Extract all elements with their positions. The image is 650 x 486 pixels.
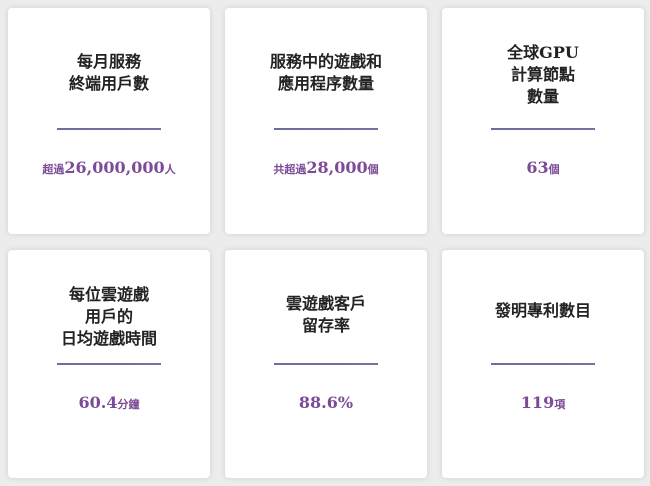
divider [491,363,595,365]
stat-value: 88.6% [225,393,427,412]
stat-card: 雲遊戲客戶留存率 88.6% [225,250,427,478]
stat-title-line: 終端用戶數 [68,74,149,93]
stat-suffix: 個 [548,163,560,176]
stat-title-line: 雲遊戲客戶 [285,294,366,313]
stat-title: 全球GPU 計算節點數量 [442,42,644,108]
stat-value: 超過26,000,000人 [8,158,210,177]
stat-title-line: 應用程序數量 [277,74,374,93]
stat-suffix: 個 [367,163,379,176]
divider [274,363,378,365]
stat-title: 每位雲遊戲用戶的日均遊戲時間 [8,284,210,350]
stat-card: 每位雲遊戲用戶的日均遊戲時間 60.4分鐘 [8,250,210,478]
stat-title-line: 每位雲遊戲 [68,285,149,304]
divider [274,128,378,130]
stat-title-line: 服務中的遊戲和 [269,52,382,71]
stat-suffix: 分鐘 [117,398,140,411]
stat-title-line: 計算節點 [510,65,575,84]
stat-number: 28,000 [306,158,368,177]
stat-card: 每月服務終端用戶數超過26,000,000人 [8,8,210,234]
stat-number: 60.4 [78,393,118,412]
stat-suffix: 人 [164,163,176,176]
stat-card: 發明專利數目 119項 [442,250,644,478]
stat-prefix: 超過 [42,163,65,176]
stat-title-line: 全球GPU [507,43,579,62]
stat-title: 發明專利數目 [442,300,644,322]
divider [57,363,161,365]
stat-value: 119項 [442,393,644,412]
stat-number: 26,000,000 [64,158,165,177]
divider [57,128,161,130]
stat-title-line: 日均遊戲時間 [60,329,157,348]
stat-value: 63個 [442,158,644,177]
stat-title-line: 留存率 [301,316,350,335]
stat-value: 60.4分鐘 [8,393,210,412]
stat-value: 共超過28,000個 [225,158,427,177]
stat-suffix: 項 [554,398,566,411]
stat-title-line: 數量 [526,87,559,106]
stat-card: 服務中的遊戲和 應用程序數量共超過28,000個 [225,8,427,234]
stat-prefix: 共超過 [273,163,307,176]
stat-title: 雲遊戲客戶 留存率 [225,293,427,337]
divider [491,128,595,130]
stat-number: 63 [526,158,549,177]
stat-title: 每月服務 終端用戶數 [8,51,210,95]
stat-title-line: 每月服務 [76,52,141,71]
stat-title-line: 用戶的 [84,307,133,326]
stat-number: 119 [520,393,555,412]
stat-number: 88.6% [298,393,354,412]
stat-card: 全球GPU 計算節點數量 63個 [442,8,644,234]
stat-title-line: 發明專利數目 [494,301,591,320]
stat-title: 服務中的遊戲和 應用程序數量 [225,51,427,95]
